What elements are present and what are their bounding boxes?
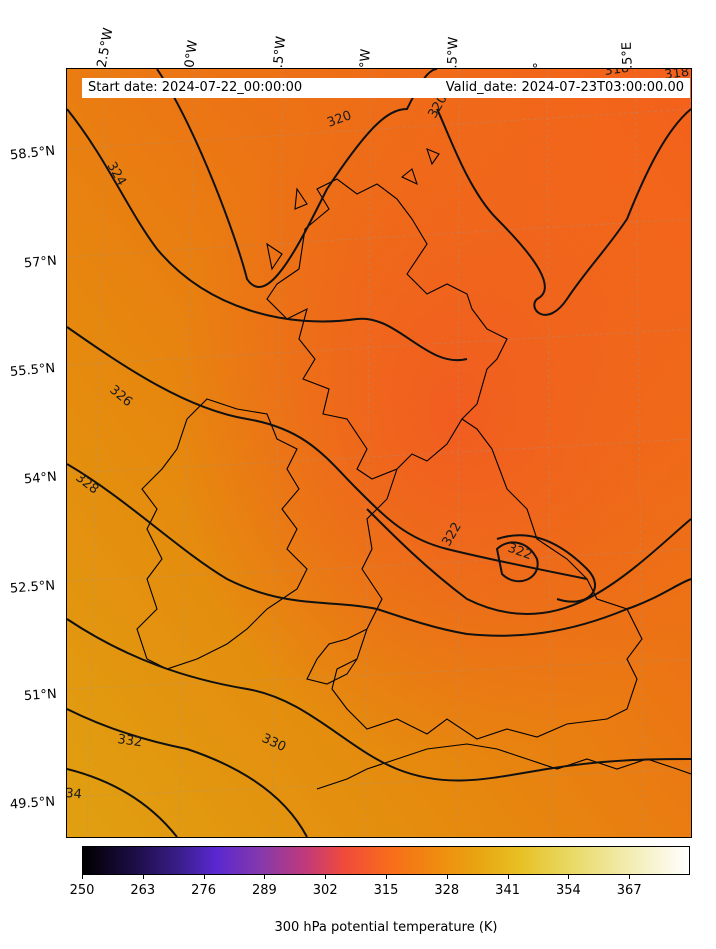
colorbar-tick-label: 367	[616, 883, 642, 898]
contour-label-318: 318	[603, 69, 630, 79]
contour-330	[67, 618, 691, 782]
colorbar-tick-mark	[507, 875, 509, 879]
colorbar-tick-mark	[568, 875, 570, 879]
contour-lines	[67, 69, 691, 837]
ireland-coast	[136, 398, 308, 670]
contour-332	[67, 708, 308, 837]
lat-label-54n: 54°N	[23, 469, 58, 488]
lat-label-51n: 51°N	[23, 686, 58, 705]
contour-320	[156, 69, 438, 288]
colorbar-tick-mark	[82, 875, 83, 879]
colorbar-tick-label: 276	[191, 883, 217, 898]
coastlines	[136, 148, 691, 790]
colorbar-tick-label: 289	[251, 883, 277, 898]
colorbar-tick-label: 250	[69, 883, 95, 898]
graticule	[67, 69, 691, 837]
warm-core-shading	[67, 69, 691, 837]
colorbar	[82, 846, 690, 875]
contour-322-south	[496, 534, 597, 603]
colorbar-tick-label: 328	[434, 883, 460, 898]
lat-label-57n: 57°N	[23, 253, 58, 272]
colorbar-tick-mark	[203, 875, 205, 879]
colorbar-tick-mark	[142, 875, 144, 879]
contour-label-334: 34	[67, 786, 82, 802]
lat-label-58-5n: 58.5°N	[9, 143, 56, 164]
colorbar-tick-mark	[264, 875, 266, 879]
map-canvas: 320 320 324 326 328 322 322 330 332 34 3…	[67, 69, 691, 837]
colorbar-tick-label: 302	[312, 883, 338, 898]
map-panel[interactable]: 320 320 324 326 328 322 322 330 332 34 3…	[66, 68, 692, 838]
contour-322	[366, 508, 691, 615]
colorbar-tick-mark	[446, 875, 448, 879]
colorbar-title: 300 hPa potential temperature (K)	[274, 920, 498, 935]
lat-label-55-5n: 55.5°N	[9, 361, 56, 380]
colorbar-tick-label: 315	[373, 883, 399, 898]
colorbar-tick-label: 263	[130, 883, 156, 898]
colorbar-tick-label: 354	[555, 883, 581, 898]
colorbar-tick-mark	[325, 875, 327, 879]
contour-322-inner	[495, 541, 539, 583]
colorbar-tick-mark	[629, 875, 631, 879]
lat-label-52-5n: 52.5°N	[9, 578, 56, 597]
contour-334	[67, 768, 178, 837]
england-coast	[331, 418, 643, 740]
contour-328	[67, 463, 691, 637]
colorbar-tick-label: 341	[495, 883, 521, 898]
date-annotation-box: Start date: 2024-07-22_00:00:00 Valid_da…	[82, 78, 690, 98]
contour-label-332: 332	[116, 732, 143, 750]
valid-date-label: Valid_date: 2024-07-23T03:00:00.00	[445, 80, 684, 95]
colorbar-tick-mark	[386, 875, 387, 879]
contour-326	[67, 326, 588, 580]
wales-coast	[306, 628, 368, 685]
scotland-coast	[266, 178, 508, 480]
lat-label-49-5n: 49.5°N	[9, 794, 56, 813]
contour-324	[67, 108, 468, 362]
islands	[266, 148, 440, 271]
contour-320-east	[436, 108, 691, 316]
start-date-label: Start date: 2024-07-22_00:00:00	[88, 80, 303, 95]
